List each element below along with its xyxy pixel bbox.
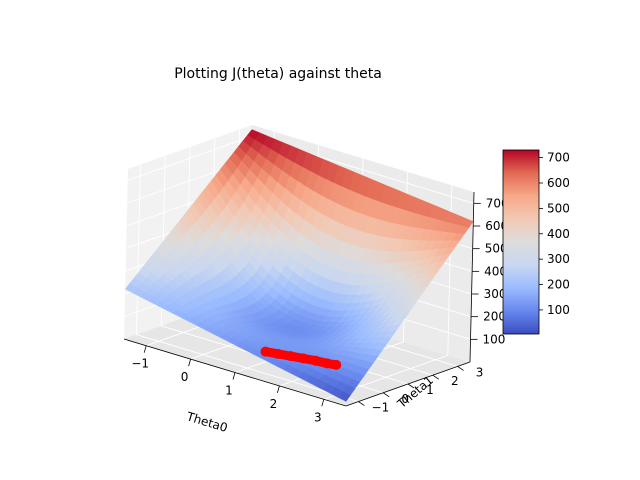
z-tick-label: 100 (483, 332, 506, 346)
grid-line-z (127, 135, 252, 181)
x-tick-label: 0 (181, 370, 189, 384)
colorbar-tick-label: 400 (547, 227, 570, 241)
y-tick (382, 392, 390, 398)
z-tick-label: 600 (485, 219, 508, 233)
grid-line-y (135, 164, 141, 335)
x-tick (321, 399, 325, 407)
z-tick-label: 400 (484, 264, 507, 278)
surface-facet (337, 390, 351, 402)
y-tick (358, 401, 365, 406)
y-tick (457, 366, 464, 371)
cost-surface (124, 129, 474, 402)
x-tick (143, 345, 147, 353)
descent-line (261, 347, 341, 370)
x-tick-label: 2 (270, 397, 278, 411)
y-tick-label: 0 (401, 392, 409, 406)
colorbar-tick-label: 100 (547, 303, 570, 317)
x-axis-label: Theta0 (184, 409, 229, 435)
x-tick-label: 3 (314, 410, 322, 424)
x-tick-label: −1 (131, 357, 149, 371)
y-tick-label: 1 (426, 383, 434, 397)
z-tick-label: 200 (483, 310, 506, 324)
colorbar-tick-label: 700 (547, 151, 570, 165)
z-tick-label: 300 (484, 287, 507, 301)
y-tick-label: −1 (372, 401, 390, 415)
colorbar: 100 200 300 400 500 600 700 (502, 149, 570, 335)
z-tick-label: 500 (485, 242, 508, 256)
y-tick-label: 3 (476, 365, 484, 379)
grid-line-y (136, 334, 359, 403)
z-axis-line (469, 191, 475, 363)
colorbar-tick-label: 600 (547, 176, 570, 190)
x-tick (188, 358, 191, 367)
y-tick (407, 383, 415, 389)
colorbar-tick-label: 500 (547, 201, 570, 215)
x-tick (277, 385, 280, 394)
y-tick-label: 2 (451, 374, 459, 388)
colorbar-tick-label: 200 (547, 278, 570, 292)
x-tick-label: 1 (225, 384, 233, 398)
chart-title: Plotting J(theta) against theta (174, 66, 382, 82)
x-tick (232, 372, 236, 380)
colorbar-gradient (502, 149, 540, 335)
y-tick (432, 374, 440, 380)
descent-path (260, 346, 342, 370)
colorbar-tick-label: 300 (547, 252, 570, 266)
